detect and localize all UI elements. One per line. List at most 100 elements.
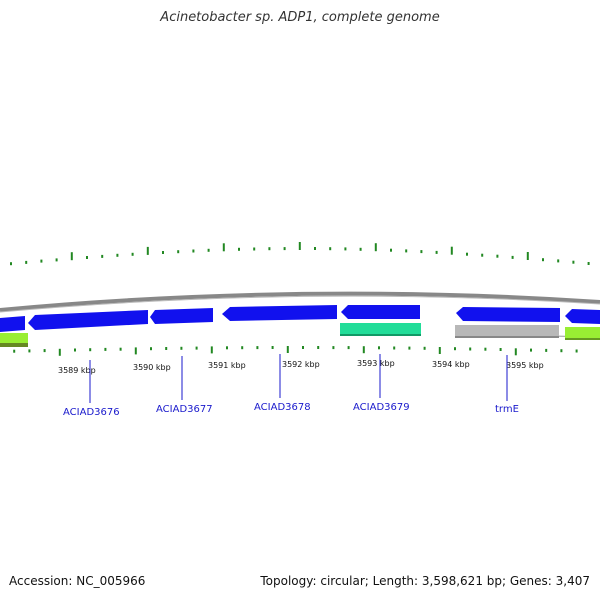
upper-tick [344,247,347,251]
upper-tick [359,247,362,251]
upper-tick [298,242,301,250]
lower-tick [241,346,244,350]
lower-tick-row [13,346,578,356]
upper-tick-row [10,242,590,266]
cds-arrow[interactable] [565,309,600,324]
upper-tick [238,247,240,251]
lower-tick [545,348,548,352]
scale-labels: 3589 kbp 3590 kbp 3591 kbp 3592 kbp 3593… [58,359,544,375]
upper-tick [572,260,575,264]
genome-backbone [0,291,600,312]
upper-tick [496,254,499,258]
upper-tick [40,259,43,263]
upper-tick [374,243,377,252]
gene-label[interactable]: trmE [495,404,519,415]
lower-tick [89,348,92,352]
upper-tick [10,262,12,266]
lower-tick [499,348,502,351]
rna-feature[interactable] [340,323,421,336]
upper-tick [207,248,210,252]
upper-tick [283,247,286,251]
lower-tick [210,346,213,354]
pseudo-feature-edge [455,336,559,338]
lower-tick [134,347,137,355]
lower-tick [150,347,152,351]
lower-tick [119,347,122,351]
upper-tick [146,246,149,255]
lower-tick [165,347,168,350]
lower-tick [13,349,16,353]
lower-tick [317,346,320,349]
upper-tick [557,259,560,263]
upper-tick [329,247,332,251]
lower-tick [226,346,228,350]
genome-backbone-inner [0,295,600,313]
lower-tick [43,349,46,353]
cds-arrow[interactable] [341,305,420,319]
rna-feature-edge [340,334,421,336]
scale-label: 3590 kbp [133,363,171,372]
upper-tick [192,249,195,253]
upper-tick [587,262,590,265]
lower-tick [438,347,441,354]
accession-text: Accession: NC_005966 [9,574,146,588]
upper-tick [162,251,164,254]
lower-tick [58,348,61,356]
gene-label[interactable]: ACIAD3679 [353,402,410,413]
upper-tick [116,253,119,257]
lower-tick [286,346,289,353]
scale-label: 3592 kbp [282,360,320,369]
gene-label[interactable]: ACIAD3677 [156,404,213,415]
upper-tick [131,252,134,256]
upper-tick [177,250,180,254]
lower-tick [271,346,274,349]
gene-labels: ACIAD3676 ACIAD3677 ACIAD3678 ACIAD3679 … [63,402,519,418]
scale-label: 3593 kbp [357,359,395,368]
lower-tick [393,346,396,350]
lime-feature[interactable] [0,333,28,343]
gene-leaders [89,354,508,403]
lower-tick [362,346,365,354]
lower-tick [74,348,76,352]
gene-label[interactable]: ACIAD3678 [254,402,311,413]
gene-label[interactable]: ACIAD3676 [63,407,120,418]
upper-tick [542,258,544,262]
map-title: Acinetobacter sp. ADP1, complete genome [160,10,440,25]
upper-tick [253,247,256,251]
upper-tick [222,243,225,252]
lower-tick [575,349,578,353]
cds-arrow[interactable] [456,307,560,322]
lime-feature-edge [565,338,600,340]
upper-tick [268,247,271,251]
lower-tick [302,346,304,349]
cds-arrow[interactable] [0,316,25,332]
lower-tick [530,348,532,352]
upper-tick [390,248,392,252]
feature-track [0,305,600,347]
lower-tick [423,346,426,350]
genome-summary-text: Topology: circular; Length: 3,598,621 bp… [260,574,590,588]
cds-arrow[interactable] [28,310,148,330]
pseudo-feature[interactable] [455,325,559,337]
scale-label: 3595 kbp [506,361,544,370]
lower-tick [28,349,31,353]
scale-label: 3594 kbp [432,360,470,369]
scale-label: 3589 kbp [58,366,96,375]
lower-tick [514,348,517,356]
lower-tick [454,347,456,351]
cds-arrow[interactable] [222,305,337,321]
upper-tick [86,256,88,259]
upper-tick [511,255,514,259]
upper-tick [314,247,316,250]
lime-feature[interactable] [565,327,600,339]
upper-tick [435,250,438,254]
lower-tick [332,346,335,350]
cds-arrow[interactable] [150,308,213,324]
upper-tick [526,252,529,260]
lower-tick [560,349,563,353]
lower-tick [469,347,472,351]
lower-tick [180,346,183,350]
upper-tick [25,260,28,264]
lower-tick [408,346,411,350]
